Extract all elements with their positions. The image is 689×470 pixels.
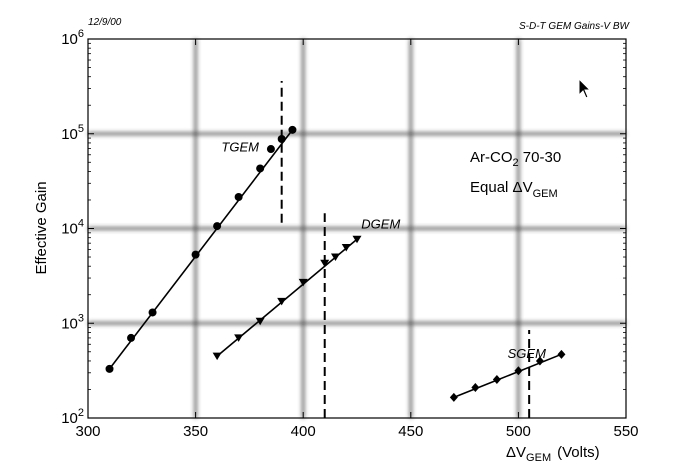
y-tick-base: 10 — [61, 315, 78, 332]
data-point-tgem — [266, 145, 275, 154]
x-axis-unit: (Volts) — [557, 444, 600, 461]
gas-prefix: Ar-CO — [470, 149, 513, 166]
gas-annotation: Ar-CO2 70-30 — [470, 149, 561, 169]
date-label: 12/9/00 — [88, 17, 122, 28]
y-tick-base: 10 — [61, 31, 78, 48]
ticks-layer — [87, 38, 627, 419]
x-tick-label: 550 — [613, 423, 638, 440]
data-point-dgem — [212, 352, 222, 361]
series-label-sgem: SGEM — [508, 346, 546, 361]
data-point-dgem — [234, 334, 244, 342]
y-axis-title: Effective Gain — [33, 181, 50, 274]
x-tick-labels: 300 350 400 450 500 550 — [75, 423, 638, 440]
grid-layer — [88, 39, 626, 418]
data-point-tgem — [213, 222, 222, 231]
y-tick-exponent: 2 — [78, 407, 84, 419]
data-point-tgem — [277, 135, 286, 144]
data-point-dgem — [277, 297, 287, 306]
series-dgem: DGEM — [212, 213, 400, 418]
series-tgem: TGEM — [105, 81, 297, 373]
series-label-dgem: DGEM — [361, 217, 400, 232]
x-tick-label: 350 — [183, 423, 208, 440]
data-point-tgem — [288, 125, 297, 134]
y-tick-label: 102 — [61, 407, 84, 427]
data-point-dgem — [255, 317, 265, 326]
equal-subscript: GEM — [533, 188, 558, 200]
data-point-sgem — [514, 366, 523, 376]
equal-prefix: Equal — [470, 179, 513, 196]
data-point-tgem — [127, 333, 136, 342]
data-point-tgem — [234, 193, 243, 202]
data-point-sgem — [471, 382, 480, 392]
equal-v: V — [523, 179, 533, 196]
x-tick-label: 500 — [506, 423, 531, 440]
data-point-sgem — [449, 392, 458, 402]
data-point-tgem — [148, 308, 157, 317]
y-tick-base: 10 — [61, 410, 78, 427]
x-axis-subscript: GEM — [526, 452, 551, 464]
data-point-sgem — [535, 356, 544, 366]
data-point-dgem — [330, 253, 340, 262]
x-axis-title: ΔVGEM (Volts) — [506, 444, 600, 464]
equal-delta: Δ — [513, 179, 523, 196]
y-tick-label: 103 — [61, 312, 84, 332]
data-point-dgem — [298, 278, 308, 287]
y-tick-base: 10 — [61, 126, 78, 143]
data-point-dgem — [352, 235, 362, 244]
figure-id-label: S-D-T GEM Gains-V BW — [518, 21, 629, 32]
data-point-tgem — [256, 164, 265, 173]
y-tick-exponent: 6 — [78, 28, 84, 40]
x-axis-v: V — [516, 444, 526, 461]
x-tick-label: 300 — [75, 423, 100, 440]
equal-dv-annotation: Equal ΔVGEM — [470, 179, 558, 200]
x-tick-label: 450 — [398, 423, 423, 440]
y-tick-label: 106 — [61, 28, 84, 48]
y-tick-label: 104 — [61, 218, 84, 238]
y-tick-exponent: 5 — [78, 123, 84, 135]
data-point-dgem — [341, 244, 351, 252]
fit-line-sgem — [453, 353, 562, 399]
x-axis-delta: Δ — [506, 444, 516, 461]
y-tick-label: 105 — [61, 123, 84, 143]
data-point-dgem — [320, 259, 330, 268]
gas-subscript: 2 — [513, 157, 519, 169]
data-point-tgem — [105, 364, 114, 373]
data-point-sgem — [492, 374, 501, 384]
gas-suffix: 70-30 — [519, 149, 562, 166]
y-tick-base: 10 — [61, 221, 78, 238]
x-tick-label: 400 — [291, 423, 316, 440]
series-label-tgem: TGEM — [221, 139, 259, 154]
y-tick-exponent: 3 — [78, 312, 84, 324]
mouse-pointer-icon — [578, 78, 592, 99]
y-tick-exponent: 4 — [78, 218, 84, 230]
data-point-tgem — [191, 250, 200, 259]
series-layer: TGEM DGEM SGEM — [105, 81, 566, 418]
fit-line-tgem — [108, 129, 294, 370]
data-point-sgem — [557, 349, 566, 359]
series-sgem: SGEM — [449, 329, 566, 418]
